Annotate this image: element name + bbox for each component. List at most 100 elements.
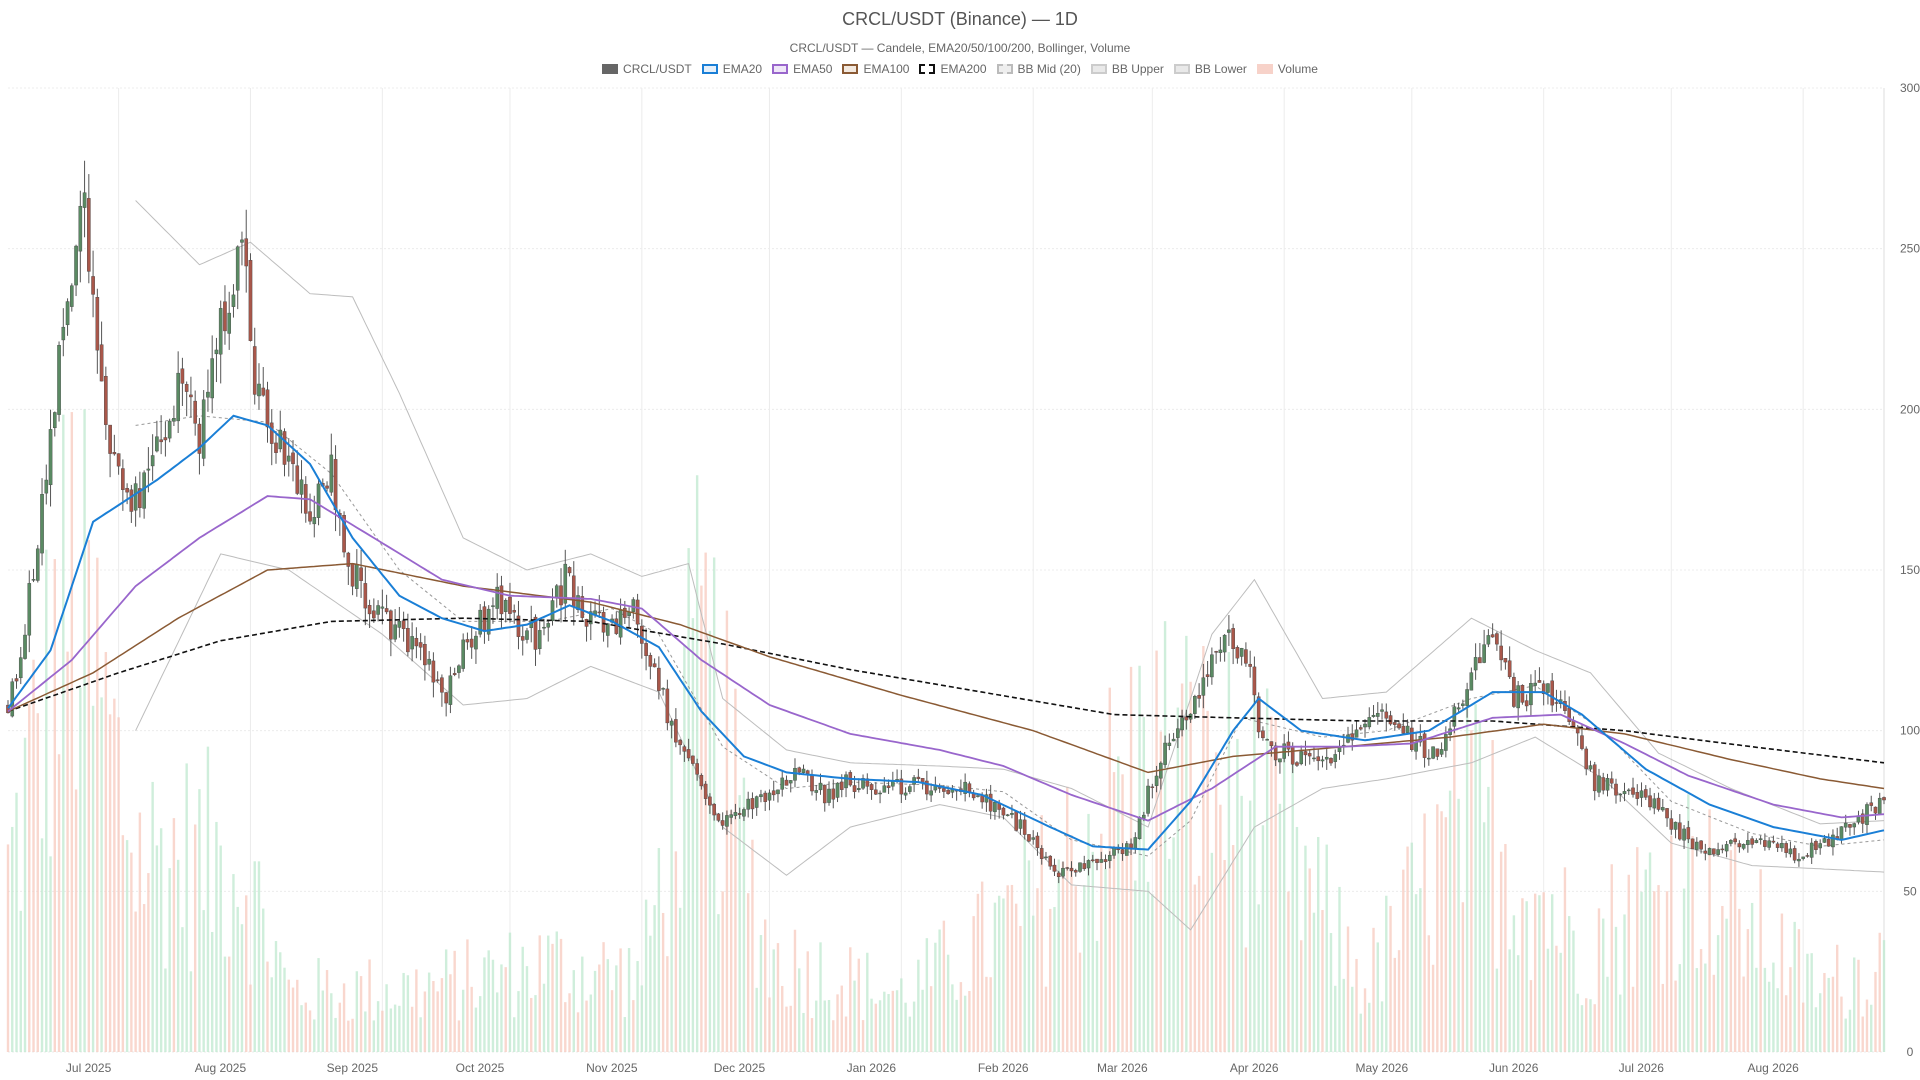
volume-bar bbox=[908, 1016, 912, 1052]
volume-bar bbox=[1699, 949, 1703, 1052]
volume-bar bbox=[1244, 947, 1248, 1052]
legend-item[interactable]: EMA50 bbox=[772, 62, 832, 76]
chart-subtitle: CRCL/USDT — Candele, EMA20/50/100/200, B… bbox=[789, 41, 1131, 55]
candle-body bbox=[797, 767, 802, 773]
volume-bar bbox=[1444, 817, 1448, 1052]
candle-body bbox=[805, 770, 810, 774]
volume-bar bbox=[70, 412, 74, 1053]
volume-bar bbox=[313, 1019, 316, 1052]
volume-bar bbox=[325, 970, 329, 1052]
candle-body bbox=[703, 783, 708, 799]
candle-body bbox=[1427, 757, 1431, 760]
candle-body bbox=[274, 442, 278, 453]
volume-bar bbox=[759, 935, 763, 1052]
candle-body bbox=[678, 739, 682, 746]
volume-bar bbox=[189, 971, 193, 1052]
volume-bar bbox=[219, 845, 222, 1052]
volume-bar bbox=[1402, 869, 1405, 1052]
volume-bar bbox=[917, 959, 920, 1052]
volume-bar bbox=[776, 943, 780, 1052]
volume-bar bbox=[1410, 842, 1414, 1052]
volume-bar bbox=[602, 942, 605, 1052]
legend-item[interactable]: CRCL/USDT bbox=[602, 62, 692, 76]
volume-bar bbox=[555, 931, 558, 1052]
candle-body bbox=[1673, 821, 1678, 830]
volume-bar bbox=[1010, 884, 1014, 1052]
candle-body bbox=[172, 418, 176, 422]
candle-body bbox=[312, 517, 317, 525]
candle-body bbox=[1767, 840, 1771, 848]
volume-bar bbox=[1265, 688, 1269, 1052]
candle-body bbox=[652, 663, 657, 668]
candle-body bbox=[1797, 858, 1801, 862]
candle-body bbox=[1380, 709, 1384, 712]
volume-bar bbox=[572, 970, 575, 1052]
candle-body bbox=[435, 679, 440, 681]
volume-bar bbox=[121, 835, 125, 1052]
volume-bar bbox=[1623, 914, 1626, 1052]
candle-body bbox=[278, 429, 283, 450]
candle-body bbox=[1580, 735, 1584, 749]
candle-body bbox=[1439, 749, 1444, 755]
legend-item[interactable]: EMA100 bbox=[842, 62, 909, 76]
candle-body bbox=[520, 636, 525, 641]
candle-body bbox=[712, 803, 716, 816]
volume-bar bbox=[959, 982, 963, 1052]
legend-item[interactable]: Volume bbox=[1256, 62, 1318, 76]
volume-bar bbox=[398, 1005, 401, 1052]
candle-body bbox=[533, 616, 538, 650]
volume-bar bbox=[1465, 691, 1469, 1052]
volume-bar bbox=[1351, 986, 1354, 1052]
candle-body bbox=[380, 606, 385, 609]
volume-bar bbox=[1049, 908, 1052, 1052]
candle-body bbox=[908, 786, 912, 792]
volume-bar bbox=[206, 746, 210, 1052]
volume-bar bbox=[708, 630, 712, 1052]
candle-body bbox=[1312, 757, 1316, 760]
volume-bar bbox=[1189, 681, 1192, 1052]
candle-body bbox=[401, 620, 406, 630]
volume-bar bbox=[304, 1002, 307, 1052]
volume-bar bbox=[1397, 950, 1401, 1052]
y-tick-label: 200 bbox=[1900, 402, 1920, 416]
candle-body bbox=[827, 788, 831, 803]
candle-body bbox=[82, 192, 87, 208]
candle-body bbox=[882, 785, 887, 793]
volume-bar bbox=[517, 991, 520, 1052]
volume-bar bbox=[1057, 859, 1060, 1052]
legend-swatch bbox=[996, 64, 1013, 74]
legend-item[interactable]: EMA20 bbox=[701, 62, 763, 76]
candle-body bbox=[1482, 644, 1486, 663]
volume-bar bbox=[1610, 864, 1613, 1052]
legend-item[interactable]: EMA200 bbox=[919, 62, 987, 76]
volume-bar bbox=[53, 559, 56, 1052]
volume-bar bbox=[1146, 881, 1150, 1052]
candle-body bbox=[1788, 848, 1793, 855]
volume-bar bbox=[364, 1011, 367, 1052]
volume-bar bbox=[1231, 845, 1235, 1052]
volume-bar bbox=[1040, 815, 1043, 1052]
volume-bar bbox=[347, 1020, 350, 1052]
volume-bar bbox=[1725, 918, 1728, 1052]
volume-bar bbox=[1342, 978, 1345, 1052]
volume-bar bbox=[1312, 912, 1316, 1052]
volume-bar bbox=[1653, 891, 1656, 1052]
volume-bar bbox=[823, 1000, 826, 1052]
legend-item[interactable]: BB Mid (20) bbox=[996, 62, 1081, 76]
volume-bar bbox=[125, 840, 129, 1052]
candle-body bbox=[1643, 789, 1648, 798]
candle-body bbox=[214, 349, 219, 355]
candle-body bbox=[1303, 751, 1308, 756]
candle-body bbox=[1022, 819, 1027, 835]
candle-body bbox=[78, 205, 83, 252]
candle-body bbox=[1133, 837, 1138, 849]
chart-legend: CRCL/USDT EMA20 EMA50 EMA100 EMA200 BB Mid (2… bbox=[0, 62, 1920, 76]
candle-body bbox=[763, 792, 768, 802]
volume-bar bbox=[1359, 1013, 1362, 1052]
candle-body bbox=[295, 465, 300, 494]
legend-item[interactable]: BB Upper bbox=[1090, 62, 1164, 76]
legend-label: EMA20 bbox=[722, 62, 763, 76]
volume-bar bbox=[772, 949, 775, 1052]
volume-bar bbox=[1614, 926, 1618, 1052]
legend-item[interactable]: BB Lower bbox=[1173, 62, 1247, 76]
